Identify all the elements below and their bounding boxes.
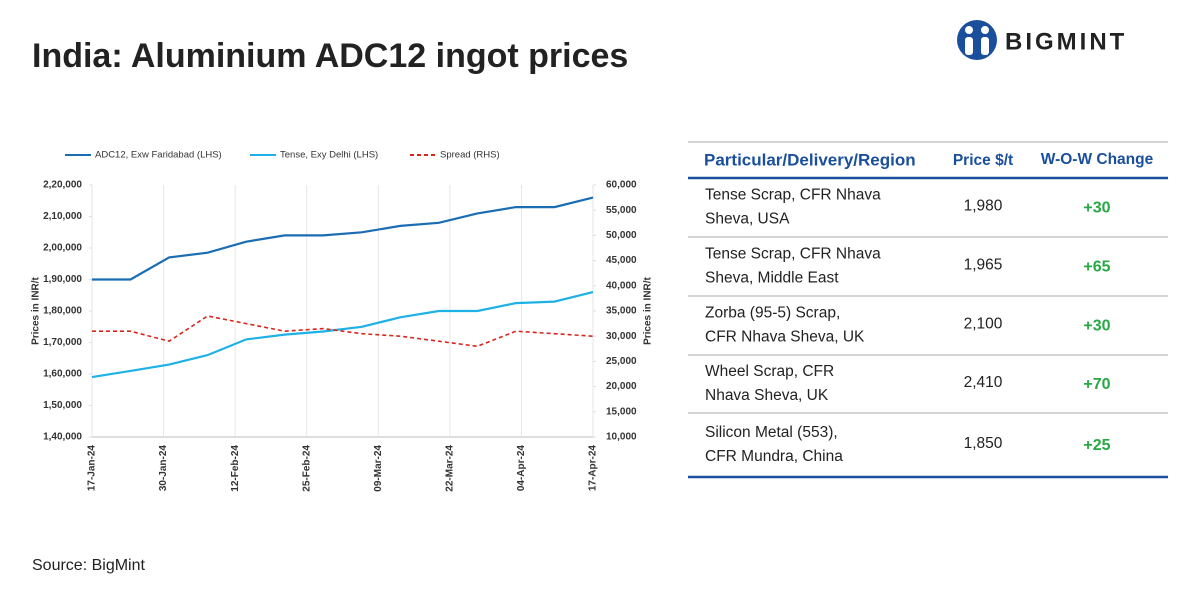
table-cell: Wheel Scrap, CFR [705,363,834,380]
y-tick-label: 1,70,000 [43,337,82,348]
page-title: India: Aluminium ADC12 ingot prices [32,37,628,75]
table-cell: Tense Scrap, CFR Nhava [705,246,881,263]
logo-text: BIGMINT [1005,28,1127,55]
x-tick-label: 09-Mar-24 [373,445,384,492]
table-cell-price: 1,980 [964,198,1003,215]
logo-icon [957,20,997,60]
table-cell: CFR Mundra, China [705,448,843,465]
table-header: Particular/Delivery/Region [704,150,916,169]
table-cell: Sheva, USA [705,211,790,228]
series-line [91,291,594,379]
y2-tick-label: 45,000 [606,255,637,266]
series-line [92,196,594,281]
table-cell: Nhava Sheva, UK [705,387,829,404]
table-cell: CFR Nhava Sheva, UK [705,329,865,346]
y-tick-label: 1,90,000 [43,274,82,285]
table-cell-change: +25 [1083,437,1110,454]
x-tick-label: 12-Feb-24 [230,445,241,492]
y-axis-label: Prices in INR/t [31,276,42,344]
table-header: W-O-W Change [1041,151,1154,168]
y-tick-label: 1,50,000 [43,400,82,411]
y-tick-label: 2,20,000 [43,180,82,191]
table-cell: Tense Scrap, CFR Nhava [705,187,881,204]
legend-label: ADC12, Exw Faridabad (LHS) [95,150,222,161]
table-cell-price: 1,965 [964,257,1003,274]
table-cell-change: +30 [1083,318,1110,335]
table-cell-price: 1,850 [964,435,1003,452]
table-cell: Silicon Metal (553), [705,424,838,441]
table-cell-price: 2,410 [964,374,1003,391]
table-cell-price: 2,100 [964,316,1003,333]
y2-tick-label: 10,000 [606,432,637,443]
y2-tick-label: 60,000 [606,180,637,191]
logo-icon-head [965,26,973,34]
series-line [92,315,594,348]
legend-label: Spread (RHS) [440,150,500,161]
x-tick-label: 30-Jan-24 [158,445,169,492]
y2-tick-label: 20,000 [606,381,637,392]
source: Source: BigMint [32,557,145,574]
y2-tick-label: 35,000 [606,306,637,317]
logo-icon-head [981,26,989,34]
x-tick-label: 04-Apr-24 [516,445,527,492]
y-tick-label: 2,00,000 [43,243,82,254]
legend-label: Tense, Exy Delhi (LHS) [280,150,378,161]
y2-tick-label: 40,000 [606,280,637,291]
y2-tick-label: 50,000 [606,230,637,241]
y-tick-label: 1,60,000 [43,369,82,380]
table: Particular/Delivery/Region Price $/t W-O-W… [688,141,1168,479]
logo-icon-body [965,37,973,55]
x-tick-label: 22-Mar-24 [444,445,455,492]
y-tick-label: 2,10,000 [43,211,82,222]
chart: 17-Jan-24 30-Jan-24 12-Feb-24 25-Feb-24 09-M… [43,150,637,492]
table-header: Price $/t [953,152,1013,169]
y2-axis-label: Prices in INR/t [643,276,654,344]
y2-tick-label: 25,000 [606,356,637,367]
table-cell-change: +30 [1083,200,1110,217]
x-tick-label: 17-Jan-24 [87,445,98,492]
table-cell-change: +65 [1083,259,1110,276]
y2-tick-label: 55,000 [606,205,637,216]
table-cell-change: +70 [1083,376,1110,393]
table-cell: Sheva, Middle East [705,270,839,287]
table-cell: Zorba (95-5) Scrap, [705,305,840,322]
y2-tick-label: 30,000 [606,331,637,342]
y-tick-label: 1,80,000 [43,306,82,317]
logo-icon-body [981,37,989,55]
y2-tick-label: 15,000 [606,406,637,417]
logo: BIGMINT [957,20,1127,60]
x-tick-label: 17-Apr-24 [588,445,599,492]
y-tick-label: 1,40,000 [43,432,82,443]
x-tick-label: 25-Feb-24 [301,445,312,492]
